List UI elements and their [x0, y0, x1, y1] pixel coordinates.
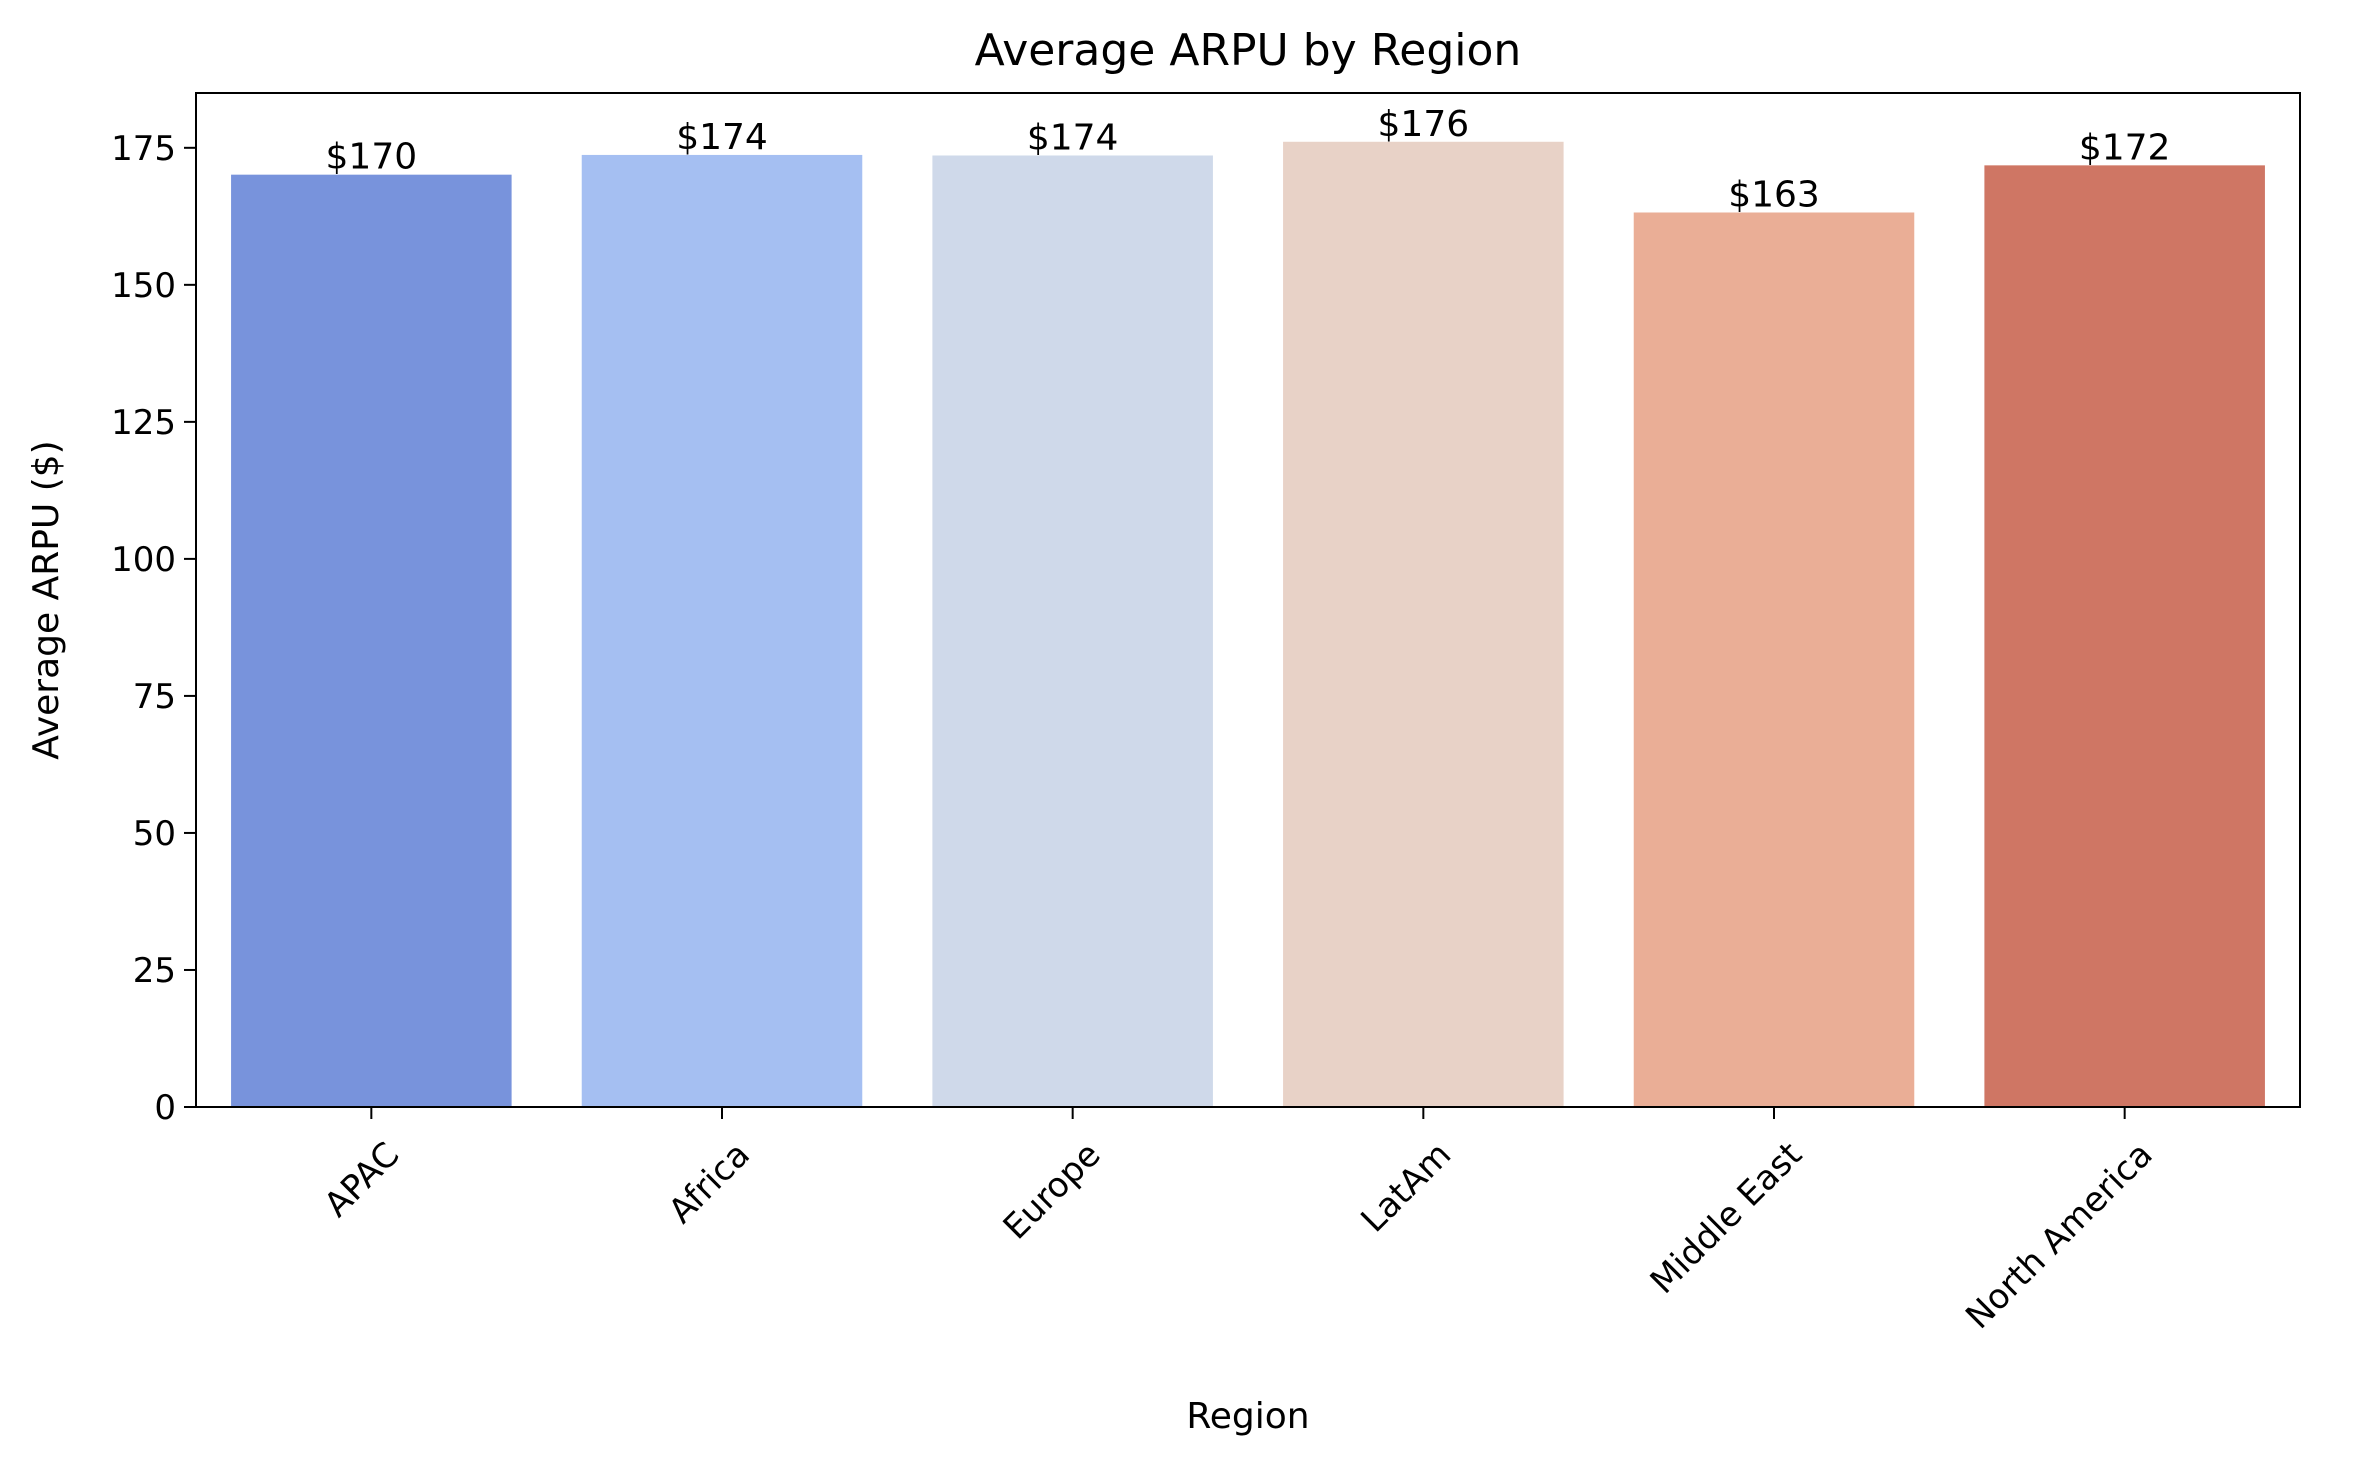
- y-tick-label: 100: [111, 540, 176, 580]
- x-axis-label: Region: [1186, 1396, 1309, 1437]
- y-tick-label: 50: [133, 814, 176, 854]
- bar-value-label: $176: [1378, 104, 1470, 145]
- plot-frame: [195, 92, 2301, 1108]
- bar-value-label: $172: [2079, 127, 2171, 168]
- bar-value-label: $174: [1027, 117, 1119, 158]
- y-tick-label: 125: [111, 403, 176, 443]
- y-tick-label: 25: [133, 951, 176, 991]
- y-tick-label: 0: [154, 1088, 176, 1128]
- bar-north-america: [1984, 165, 2265, 1107]
- y-axis-ticks: 0 25 50 75 100 125 150 175: [111, 129, 196, 1128]
- bars-layer: [231, 141, 2265, 1108]
- x-tick-label: APAC: [317, 1135, 408, 1226]
- bar-europe: [932, 155, 1213, 1108]
- bar-middle-east: [1633, 212, 1915, 1108]
- x-tick-label: LatAm: [1354, 1135, 1460, 1241]
- bar-value-label: $174: [676, 117, 768, 158]
- x-tick-label: Middle East: [1643, 1135, 1810, 1302]
- x-axis-ticks: APAC Africa Europe LatAm Middle East North Am…: [317, 1107, 2161, 1337]
- y-tick-label: 175: [111, 129, 176, 169]
- value-labels-layer: $170 $174 $174 $176 $163 $172: [326, 104, 2171, 216]
- y-axis-label: Average ARPU ($): [26, 440, 67, 759]
- bar-latam: [1283, 141, 1564, 1107]
- y-tick-label: 150: [111, 266, 176, 306]
- x-tick-label: Africa: [661, 1135, 758, 1232]
- bar-africa: [581, 154, 863, 1107]
- x-tick-label: Europe: [996, 1135, 1109, 1248]
- bar-value-label: $163: [1728, 174, 1820, 215]
- x-tick-label: North America: [1958, 1135, 2160, 1337]
- bar-apac: [231, 174, 512, 1108]
- chart-title: Average ARPU by Region: [975, 25, 1522, 76]
- bar-value-label: $170: [326, 137, 418, 178]
- y-tick-label: 75: [133, 677, 176, 717]
